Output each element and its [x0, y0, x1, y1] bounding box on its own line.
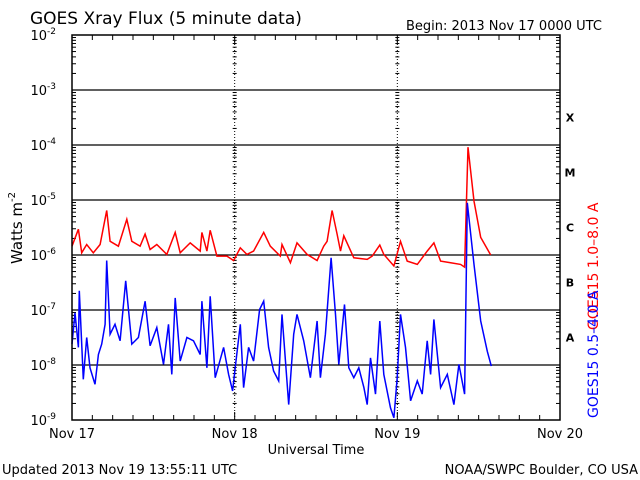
flare-class-B: B: [566, 277, 574, 290]
x-axis-label: Universal Time: [268, 443, 365, 458]
x-tick-labels: Nov 17 Nov 18 Nov 19 Nov 20: [49, 427, 583, 442]
grid: [72, 35, 560, 420]
y-tick-label: 10-2: [30, 27, 56, 44]
y-tick-base: 10: [30, 359, 47, 374]
y-tick-label: 10-8: [30, 357, 56, 374]
y-axis-label-text: Watts m: [8, 202, 26, 264]
flare-class-labels: X M C B A: [565, 112, 576, 345]
updated-timestamp: Updated 2013 Nov 19 13:55:11 UTC: [2, 463, 237, 478]
axis-ticks: [71, 35, 561, 420]
y-tick-exponent: -8: [47, 357, 56, 367]
x-tick-label: Nov 17: [49, 427, 95, 442]
svg-text:Watts m-2: Watts m-2: [7, 192, 26, 264]
y-tick-base: 10: [30, 414, 47, 429]
y-tick-exponent: -7: [47, 302, 56, 312]
y-tick-label: 10-9: [30, 412, 56, 429]
y-tick-base: 10: [30, 249, 47, 264]
series-line-1: [71, 202, 493, 419]
y-tick-base: 10: [30, 139, 47, 154]
y-tick-base: 10: [30, 84, 47, 99]
series-line-0: [71, 147, 492, 269]
y-tick-exponent: -9: [47, 412, 56, 422]
legend-red-series: GOES15 1.0–8.0 A: [586, 202, 602, 330]
series-group: [71, 147, 493, 419]
y-axis-label-exp: -2: [7, 192, 18, 202]
flare-class-A: A: [566, 332, 575, 345]
y-tick-exponent: -3: [47, 82, 56, 92]
flare-class-C: C: [566, 222, 574, 235]
chart-title: GOES Xray Flux (5 minute data): [30, 9, 302, 29]
y-tick-label: 10-6: [30, 247, 56, 264]
x-tick-label: Nov 18: [212, 427, 258, 442]
y-tick-label: 10-4: [30, 137, 56, 154]
flare-class-X: X: [566, 112, 575, 125]
y-tick-base: 10: [30, 304, 47, 319]
y-tick-base: 10: [30, 29, 47, 44]
y-tick-labels: 10-210-310-410-510-610-710-810-9: [30, 27, 56, 429]
y-tick-exponent: -5: [47, 192, 56, 202]
y-tick-exponent: -6: [47, 247, 56, 257]
y-tick-exponent: -4: [47, 137, 56, 147]
x-tick-label: Nov 20: [537, 427, 583, 442]
y-tick-exponent: -2: [47, 27, 56, 37]
legend-blue-series: GOES15 0.5–4.0 A: [586, 290, 602, 418]
plot-frame: [71, 34, 561, 421]
flare-class-M: M: [565, 167, 576, 180]
x-tick-label: Nov 19: [374, 427, 420, 442]
y-tick-label: 10-5: [30, 192, 56, 209]
source-credit: NOAA/SWPC Boulder, CO USA: [445, 463, 638, 478]
y-tick-label: 10-3: [30, 82, 56, 99]
y-tick-base: 10: [30, 194, 47, 209]
begin-label: Begin: 2013 Nov 17 0000 UTC: [406, 19, 602, 34]
y-axis-label: Watts m-2: [7, 192, 26, 264]
y-tick-label: 10-7: [30, 302, 56, 319]
